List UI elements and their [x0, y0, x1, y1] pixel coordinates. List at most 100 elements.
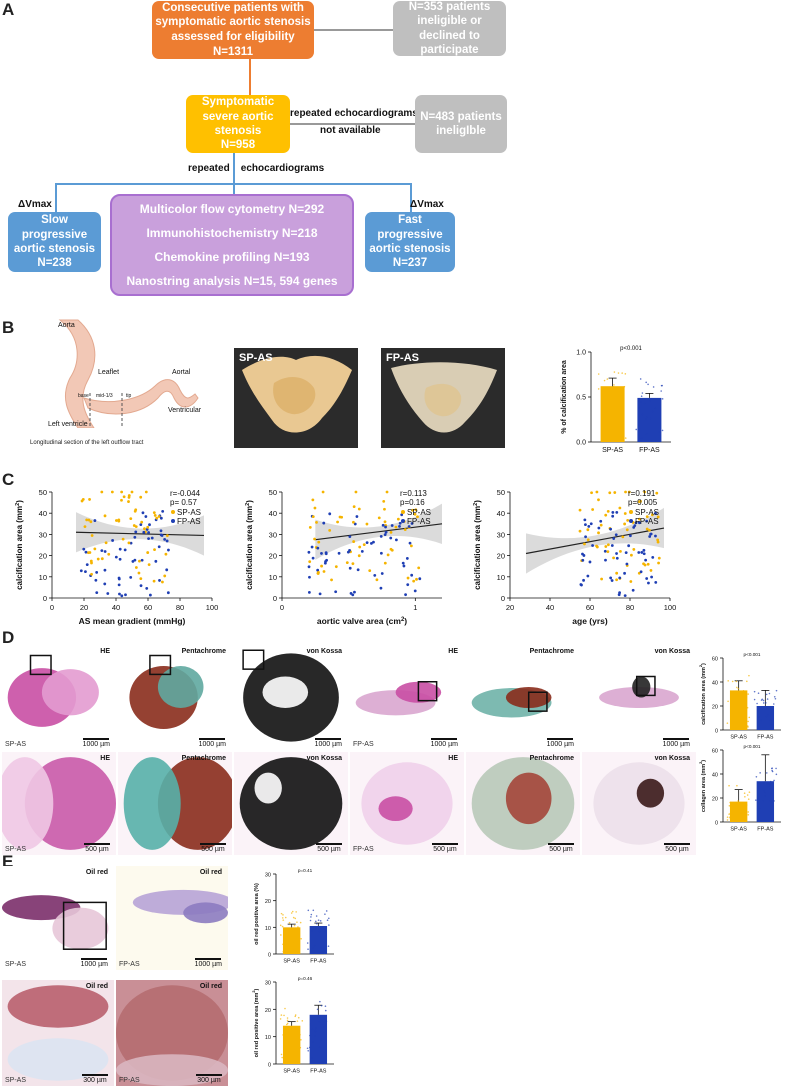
data-point — [603, 549, 607, 553]
data-point — [320, 552, 323, 555]
stain-label: Oil red — [85, 983, 108, 990]
scale-bar: 500 µm — [548, 843, 574, 853]
y-tick-label: 10 — [39, 573, 47, 582]
data-point — [311, 930, 313, 932]
histology-image: Pentachrome 500 µm — [466, 752, 580, 855]
data-point — [591, 508, 595, 511]
data-point — [348, 535, 352, 539]
scatter-chart-c3: 0 10 20 30 40 50 20 40 60 80 100 age (yrs) calcifica… — [473, 488, 676, 626]
left-ventricle-label: Left ventricle — [48, 421, 88, 428]
zoom-box — [527, 691, 548, 712]
y-axis-label: calcification area (mm2) — [473, 500, 482, 590]
y-tick-label: 20 — [265, 1008, 271, 1014]
box-line: severe aortic — [202, 110, 274, 123]
data-point — [139, 584, 143, 588]
box-line: aortic stenosis — [13, 243, 96, 255]
flow-connector — [55, 183, 410, 185]
stain-label: von Kossa — [306, 755, 342, 762]
data-point — [639, 570, 643, 574]
data-point — [758, 807, 761, 809]
data-point — [383, 533, 387, 537]
data-point — [624, 373, 627, 375]
data-point — [385, 490, 389, 494]
repeated-na-label-2: not available — [320, 125, 381, 136]
data-point — [87, 518, 91, 522]
data-point — [584, 535, 587, 539]
y-tick-label: 20 — [712, 797, 718, 803]
data-point — [284, 916, 287, 919]
data-point — [746, 725, 749, 727]
data-point — [618, 506, 622, 510]
data-point — [756, 702, 758, 705]
data-point — [604, 545, 608, 548]
tissue-shape — [361, 762, 453, 845]
data-point — [309, 919, 312, 922]
ineligible-declined-box: N=353 patients ineligible or declined to… — [393, 1, 506, 56]
data-point — [755, 776, 758, 778]
data-point — [735, 680, 738, 683]
y-axis-label: calcification area (mm2) — [699, 663, 707, 725]
data-point — [311, 515, 315, 519]
data-point — [729, 818, 732, 820]
data-point — [758, 787, 761, 789]
data-point — [95, 591, 99, 594]
x-tick-label: SP-AS — [730, 735, 747, 741]
data-point — [763, 781, 765, 784]
data-point — [283, 1058, 286, 1061]
data-point — [618, 576, 622, 580]
data-point — [733, 804, 736, 807]
tissue-shape — [242, 649, 339, 742]
data-point — [769, 719, 772, 722]
tissue-region — [239, 757, 343, 850]
tip-label: tip — [126, 393, 132, 399]
box-line: Fast progressive — [377, 214, 443, 241]
scale-bar: 300 µm — [82, 1074, 108, 1084]
y-axis-label-sup: 2 — [245, 503, 251, 506]
y-axis-label-end: ) — [701, 760, 707, 762]
data-point — [127, 541, 131, 545]
data-point — [123, 548, 127, 552]
data-point — [320, 946, 323, 949]
data-point — [319, 920, 322, 922]
data-point — [145, 528, 149, 531]
data-point — [637, 551, 641, 554]
data-point — [118, 547, 122, 551]
data-point — [736, 810, 739, 813]
data-point — [606, 550, 610, 554]
data-point — [118, 557, 122, 561]
x-tick-label: 80 — [176, 603, 184, 612]
data-point — [145, 587, 149, 590]
data-point — [623, 571, 626, 575]
data-point — [286, 1035, 288, 1038]
data-point — [606, 411, 609, 414]
data-point — [279, 1018, 282, 1020]
data-point — [154, 559, 158, 563]
y-axis-label-sup: 2 — [473, 503, 479, 506]
data-point — [383, 507, 386, 511]
data-point — [130, 490, 134, 494]
data-point — [117, 519, 121, 523]
data-point — [165, 539, 169, 543]
data-point — [313, 537, 316, 541]
tissue-shape — [129, 654, 204, 729]
data-point — [740, 812, 742, 814]
panel-b-label: B — [2, 318, 15, 337]
data-point — [647, 581, 650, 585]
data-point — [762, 699, 765, 702]
panel-d-label: D — [2, 628, 15, 647]
data-point — [586, 538, 590, 542]
histology-image: Oil red FP-AS 300 µm — [116, 980, 228, 1086]
data-point — [311, 556, 315, 560]
y-tick-label: 60 — [712, 657, 718, 663]
data-point — [612, 397, 614, 400]
x-axis-label: age (yrs) — [572, 616, 608, 626]
data-point — [610, 389, 613, 391]
data-point — [661, 384, 663, 387]
data-point — [293, 948, 296, 951]
data-point — [127, 500, 130, 503]
panel-c-label: C — [2, 470, 15, 489]
data-point — [394, 538, 398, 542]
data-point — [153, 514, 157, 517]
data-point — [770, 724, 773, 726]
data-point — [581, 558, 585, 562]
